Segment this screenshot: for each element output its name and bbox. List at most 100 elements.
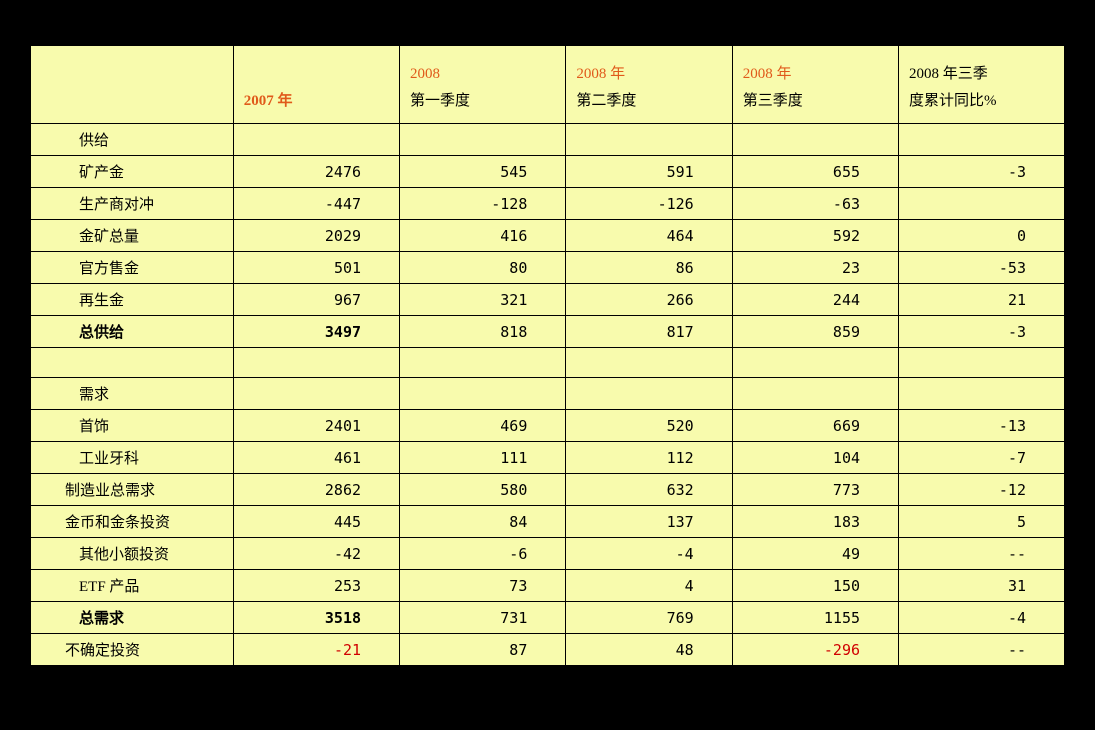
row-label: 不确定投资 — [31, 634, 234, 666]
cell: 520 — [566, 410, 732, 442]
cell: -447 — [233, 188, 399, 220]
cell: -7 — [899, 442, 1065, 474]
table-row: 金矿总量20294164645920 — [31, 220, 1065, 252]
cell — [899, 378, 1065, 410]
header-col-3: 2008 年第二季度 — [566, 46, 732, 124]
cell: 817 — [566, 316, 732, 348]
cell: 84 — [400, 506, 566, 538]
header-col-4: 2008 年第三季度 — [732, 46, 898, 124]
header-col-0 — [31, 46, 234, 124]
cell: 3518 — [233, 602, 399, 634]
table-row: 首饰2401469520669-13 — [31, 410, 1065, 442]
cell: -296 — [732, 634, 898, 666]
cell — [233, 378, 399, 410]
cell: -128 — [400, 188, 566, 220]
cell: 859 — [732, 316, 898, 348]
cell: 80 — [400, 252, 566, 284]
cell — [400, 378, 566, 410]
gold-supply-demand-table: 2007 年2008第一季度2008 年第二季度2008 年第三季度2008 年… — [30, 45, 1065, 666]
row-label: 需求 — [31, 378, 234, 410]
cell — [566, 378, 732, 410]
row-label: 其他小额投资 — [31, 538, 234, 570]
row-label: ETF 产品 — [31, 570, 234, 602]
cell — [400, 124, 566, 156]
cell — [899, 188, 1065, 220]
cell: 655 — [732, 156, 898, 188]
table-row: 总供给3497818817859-3 — [31, 316, 1065, 348]
cell: 769 — [566, 602, 732, 634]
empty-cell — [566, 348, 732, 378]
cell: 580 — [400, 474, 566, 506]
cell: -53 — [899, 252, 1065, 284]
table-row: 工业牙科461111112104-7 — [31, 442, 1065, 474]
table-row: ETF 产品25373415031 — [31, 570, 1065, 602]
cell: 73 — [400, 570, 566, 602]
cell: 773 — [732, 474, 898, 506]
cell: 818 — [400, 316, 566, 348]
table-row: 需求 — [31, 378, 1065, 410]
cell: 669 — [732, 410, 898, 442]
row-label: 官方售金 — [31, 252, 234, 284]
table-body: 供给矿产金2476545591655-3生产商对冲-447-128-126-63… — [31, 124, 1065, 666]
cell: 253 — [233, 570, 399, 602]
row-label: 矿产金 — [31, 156, 234, 188]
cell: -13 — [899, 410, 1065, 442]
cell: -63 — [732, 188, 898, 220]
table-row: 生产商对冲-447-128-126-63 — [31, 188, 1065, 220]
header-col-2: 2008第一季度 — [400, 46, 566, 124]
cell — [732, 378, 898, 410]
row-label: 工业牙科 — [31, 442, 234, 474]
cell — [899, 124, 1065, 156]
cell: 49 — [732, 538, 898, 570]
table-row: 金币和金条投资445841371835 — [31, 506, 1065, 538]
cell: 545 — [400, 156, 566, 188]
cell: 2476 — [233, 156, 399, 188]
row-label: 金矿总量 — [31, 220, 234, 252]
cell: 137 — [566, 506, 732, 538]
table-row: 其他小额投资-42-6-449-- — [31, 538, 1065, 570]
table-row: 再生金96732126624421 — [31, 284, 1065, 316]
cell: 321 — [400, 284, 566, 316]
table-row: 官方售金501808623-53 — [31, 252, 1065, 284]
cell: 464 — [566, 220, 732, 252]
cell: 632 — [566, 474, 732, 506]
cell: 3497 — [233, 316, 399, 348]
row-label: 首饰 — [31, 410, 234, 442]
cell: 2401 — [233, 410, 399, 442]
table-header: 2007 年2008第一季度2008 年第二季度2008 年第三季度2008 年… — [31, 46, 1065, 124]
empty-cell — [899, 348, 1065, 378]
row-label: 生产商对冲 — [31, 188, 234, 220]
cell: -126 — [566, 188, 732, 220]
header-col-5: 2008 年三季度累计同比% — [899, 46, 1065, 124]
cell: -4 — [899, 602, 1065, 634]
table-row: 制造业总需求2862580632773-12 — [31, 474, 1065, 506]
cell — [566, 124, 732, 156]
empty-cell — [400, 348, 566, 378]
cell: 112 — [566, 442, 732, 474]
empty-cell — [233, 348, 399, 378]
cell: 501 — [233, 252, 399, 284]
cell: 31 — [899, 570, 1065, 602]
cell: 461 — [233, 442, 399, 474]
cell: 111 — [400, 442, 566, 474]
cell: 731 — [400, 602, 566, 634]
table-row: 矿产金2476545591655-3 — [31, 156, 1065, 188]
cell: -42 — [233, 538, 399, 570]
table-row: 总需求35187317691155-4 — [31, 602, 1065, 634]
cell: -3 — [899, 156, 1065, 188]
cell: 5 — [899, 506, 1065, 538]
cell: 150 — [732, 570, 898, 602]
empty-cell — [732, 348, 898, 378]
row-label: 供给 — [31, 124, 234, 156]
cell: 86 — [566, 252, 732, 284]
cell — [732, 124, 898, 156]
cell: 87 — [400, 634, 566, 666]
cell: 48 — [566, 634, 732, 666]
cell: 1155 — [732, 602, 898, 634]
row-label: 制造业总需求 — [31, 474, 234, 506]
cell: -6 — [400, 538, 566, 570]
cell: 21 — [899, 284, 1065, 316]
row-label: 金币和金条投资 — [31, 506, 234, 538]
cell: 592 — [732, 220, 898, 252]
cell: 23 — [732, 252, 898, 284]
